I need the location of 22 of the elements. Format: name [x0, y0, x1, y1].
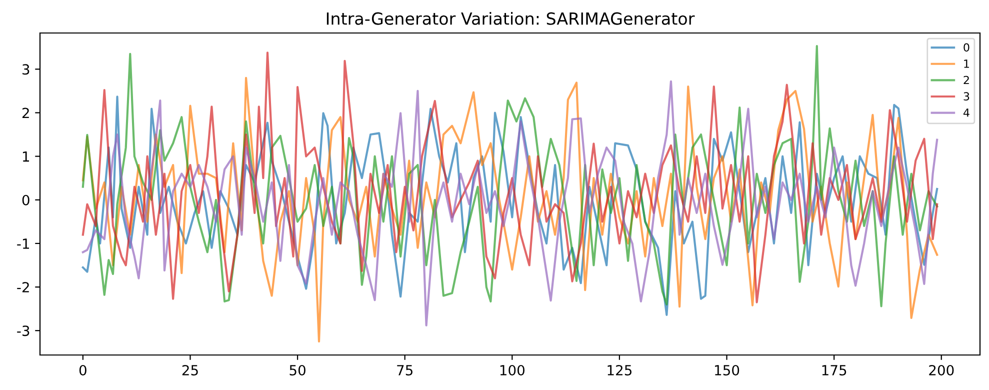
legend-label: 2	[964, 76, 969, 84]
y-tick-label: -3	[17, 326, 30, 336]
x-tick-label: 175	[822, 365, 846, 376]
x-tick-label: 0	[79, 364, 86, 376]
chart-title: Intra-Generator Variation: SARIMAGenerator	[326, 12, 695, 25]
y-tick-label: 2	[22, 108, 29, 118]
x-tick-label: 200	[929, 364, 954, 376]
y-tick-label: 1	[22, 151, 29, 162]
x-tick-label: 100	[500, 364, 524, 376]
legend-label: 3	[964, 92, 970, 101]
x-tick-label: 150	[715, 364, 740, 376]
x-tick-label: 50	[290, 364, 306, 376]
x-tick-label: 75	[397, 365, 412, 376]
legend-label: 4	[963, 108, 970, 117]
y-tick-label: 3	[22, 64, 30, 75]
legend-label: 0	[964, 43, 970, 52]
y-tick-label: -2	[17, 282, 29, 292]
y-tick-label: 0	[22, 194, 30, 206]
x-tick-label: 25	[182, 364, 198, 376]
x-tick-label: 125	[608, 364, 632, 376]
y-tick-label: -1	[17, 238, 29, 249]
legend-label: 1	[964, 60, 969, 68]
